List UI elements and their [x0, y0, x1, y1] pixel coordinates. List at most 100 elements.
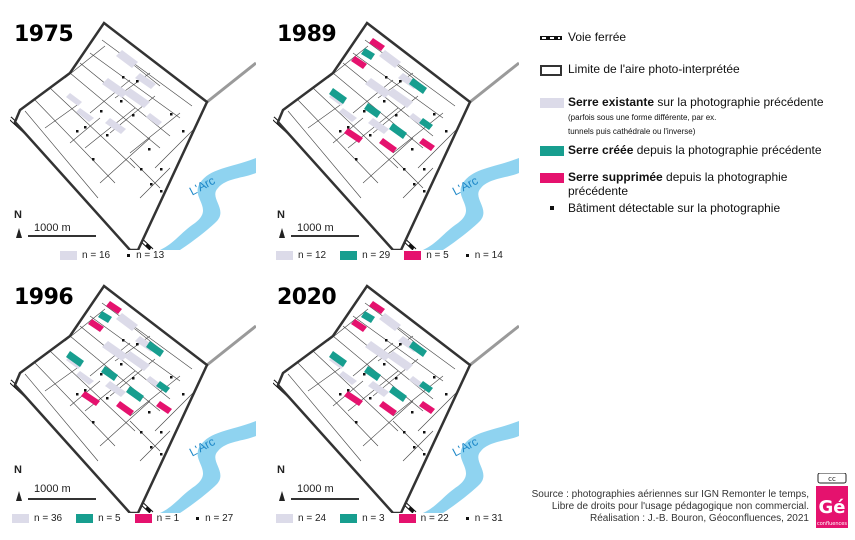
panel-year: 1996	[14, 285, 74, 310]
greenhouse-removed	[369, 38, 385, 51]
count-existing: n = 16	[60, 250, 110, 261]
legend-existing: Serre existante sur la photographie préc…	[540, 95, 824, 137]
count-label: n = 1	[156, 513, 180, 524]
building-dot	[423, 190, 426, 193]
scale-bar-label: 1000 m	[297, 222, 334, 234]
parcel-line	[392, 420, 424, 452]
building-dot	[339, 393, 342, 396]
parcel-line	[99, 137, 151, 184]
legend-existing-text: Serre existante sur la photographie préc…	[568, 95, 824, 137]
building-dot	[363, 373, 366, 376]
building-dot	[399, 343, 402, 346]
building-dot	[363, 110, 366, 113]
parcel-line	[347, 370, 399, 412]
source-line: Réalisation : J.-B. Bouron, Géoconfluenc…	[589, 513, 809, 524]
building-dot	[160, 431, 163, 434]
building-dot	[411, 411, 414, 414]
river-arc	[160, 421, 256, 513]
count-label: n = 12	[298, 250, 327, 261]
greenhouse-removed	[88, 319, 104, 332]
study-area-boundary	[276, 284, 472, 513]
greenhouse-existing	[379, 313, 401, 331]
counts-2020: n = 24 n = 3 n = 22 n = 31	[276, 513, 517, 524]
parcel-line	[417, 127, 459, 169]
building-dot	[160, 190, 163, 193]
scale-bar-label: 1000 m	[297, 483, 334, 495]
parcel-line	[307, 102, 344, 129]
building-dot	[383, 363, 386, 366]
panel-year: 1989	[277, 22, 337, 47]
building-dot	[100, 373, 103, 376]
parcel-line	[44, 102, 81, 129]
building-dot	[160, 453, 163, 456]
parcel-line	[84, 370, 136, 412]
building-dot	[76, 393, 79, 396]
source-credits: Source : photographies aériennes sur IGN…	[532, 489, 809, 525]
building-dot	[395, 377, 398, 380]
counts-1996: n = 36 n = 5 n = 1 n = 27	[12, 513, 247, 524]
greenhouse-removed	[116, 401, 134, 416]
building-dot	[84, 126, 87, 129]
boundary-icon	[540, 65, 562, 76]
building-dot-icon	[540, 204, 564, 210]
building-dot	[122, 339, 125, 342]
greenhouse-removed	[344, 391, 363, 406]
existing-swatch	[540, 98, 564, 108]
count-existing: n = 36	[12, 513, 62, 524]
count-label: n = 3	[362, 513, 385, 524]
removed-swatch	[134, 514, 152, 523]
count-created: n = 29	[340, 250, 390, 261]
building-dot	[403, 168, 406, 171]
north-arrow-icon	[16, 228, 22, 238]
greenhouse-created	[101, 366, 118, 381]
panel-year: 2020	[277, 285, 337, 310]
count-label: n = 14	[474, 250, 503, 261]
building-dot	[92, 421, 95, 424]
parcel-line	[101, 39, 193, 107]
parcel-line	[89, 342, 131, 377]
north-arrow-icon	[279, 228, 285, 238]
parcel-line	[69, 117, 101, 144]
parcel-line	[49, 350, 136, 432]
removed-swatch	[404, 251, 422, 260]
greenhouse-removed	[156, 401, 172, 414]
count-label: n = 24	[298, 513, 327, 524]
map-2020	[273, 284, 519, 513]
legend-railway: Voie ferrée	[540, 30, 626, 44]
greenhouse-created	[361, 48, 375, 60]
logo-caption: confluences	[817, 521, 847, 527]
study-area-fill	[278, 286, 470, 513]
legend-building-label: Bâtiment détectable sur la photographie	[568, 201, 781, 215]
count-removed: n = 5	[404, 250, 449, 261]
building-dot	[132, 377, 135, 380]
greenhouse-existing	[102, 341, 128, 361]
greenhouse-removed	[379, 401, 397, 416]
building-dot	[395, 114, 398, 117]
parcel-line	[312, 350, 399, 432]
road	[469, 61, 519, 104]
building-dot	[92, 158, 95, 161]
count-label: n = 27	[205, 513, 234, 524]
greenhouse-created	[389, 123, 407, 139]
legend-existing-note: (parfois sous une forme différente, par …	[568, 113, 717, 122]
created-swatch	[340, 514, 358, 523]
greenhouse-existing	[365, 341, 391, 361]
building-dot	[106, 134, 109, 137]
parcel-lines	[287, 39, 459, 199]
parcel-line	[99, 400, 151, 447]
building-dot	[106, 397, 109, 400]
parcel-line	[89, 79, 131, 114]
parcel-line	[392, 157, 424, 189]
river-arc	[423, 421, 519, 513]
building-dot	[148, 411, 151, 414]
greenhouse-removed	[419, 138, 435, 151]
building-dot	[369, 397, 372, 400]
building-dot	[355, 421, 358, 424]
parcel-line	[89, 315, 181, 382]
building-dot	[399, 80, 402, 83]
building-dot	[385, 339, 388, 342]
building-dot	[120, 363, 123, 366]
greenhouse-existing	[365, 78, 391, 98]
greenhouse-created	[419, 381, 433, 393]
building-dot	[136, 343, 139, 346]
